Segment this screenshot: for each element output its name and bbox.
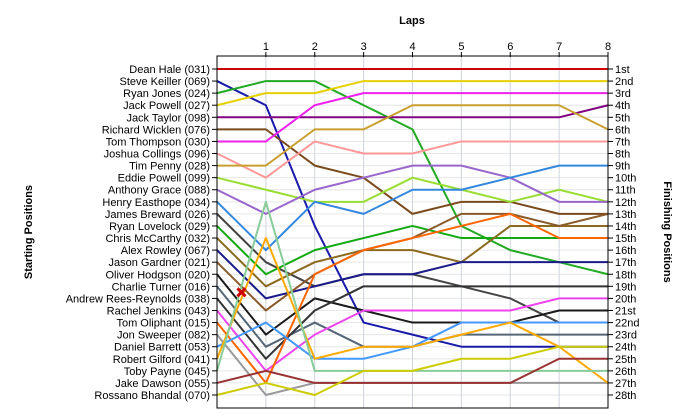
series-lines (216, 68, 609, 396)
start-label: Henry Easthope (034) (102, 197, 210, 209)
lap-tick-label: 8 (605, 41, 611, 53)
finish-label: 2nd (615, 76, 633, 88)
start-label: James Breward (026) (105, 209, 210, 221)
lap-tick-label: 1 (263, 41, 269, 53)
finishing-position-labels: 1st2nd3rd4th5th6th7th8th9th10th11th12th1… (608, 64, 639, 402)
incident-marker-stroke (236, 287, 247, 298)
finish-label: 15th (615, 233, 636, 245)
start-label: Charlie Turner (016) (112, 281, 210, 293)
series-line-8 (216, 140, 608, 179)
series-line-9 (217, 104, 609, 167)
start-label: Daniel Barrett (053) (114, 342, 210, 354)
start-label: Steve Keiller (069) (120, 76, 211, 88)
finish-label: 4th (615, 100, 630, 112)
finish-label: 28th (615, 390, 636, 402)
series-line-20 (216, 285, 608, 360)
finish-label: 9th (615, 161, 630, 173)
start-label: Tom Thompson (030) (106, 136, 210, 148)
start-label: Jason Gardner (021) (109, 257, 211, 269)
finish-label: 14th (615, 221, 636, 233)
series-line-14 (216, 224, 608, 276)
finish-label: 11th (615, 185, 636, 197)
start-label: Jake Dawson (055) (115, 378, 210, 390)
start-label: Eddie Powell (099) (118, 173, 210, 185)
series-line-4 (216, 80, 608, 107)
finish-label: 25th (615, 354, 636, 366)
series-line-16 (216, 249, 608, 300)
finish-label: 5th (615, 112, 630, 124)
start-label: Tim Penny (028) (129, 161, 210, 173)
incident-marker (236, 287, 247, 298)
plot-border (216, 55, 609, 409)
series-line-2 (216, 80, 608, 348)
finish-label: 6th (615, 124, 630, 136)
finish-label: 20th (615, 293, 636, 305)
start-label: Richard Wicklen (076) (102, 124, 210, 136)
finish-label: 1st (615, 64, 630, 76)
finish-label: 21st (615, 305, 636, 317)
finish-label: 23rd (615, 330, 637, 342)
series-line-11 (216, 164, 608, 215)
lap-tick-label: 7 (556, 41, 562, 53)
start-label: Robert Gilford (041) (113, 354, 210, 366)
series-line-28 (216, 345, 608, 396)
tick-labels: 1 2 3 4 5 6 7 8 (263, 41, 611, 57)
start-label: Dean Hale (031) (129, 64, 210, 76)
series-line-22 (216, 212, 608, 384)
start-label: Tom Oliphant (015) (116, 318, 210, 330)
x-axis-title: Laps (399, 15, 425, 27)
finish-label: 17th (615, 257, 636, 269)
series-line-3 (216, 80, 609, 276)
finish-label: 26th (615, 366, 636, 378)
finish-label: 27th (615, 378, 636, 390)
start-label: Jack Powell (027) (123, 100, 210, 112)
finish-label: 10th (615, 173, 636, 185)
finish-label: 16th (615, 245, 636, 257)
lap-tick-label: 2 (312, 41, 318, 53)
lap-tick-label: 5 (458, 41, 464, 53)
finish-label: 3rd (615, 88, 631, 100)
finish-label: 13th (615, 209, 636, 221)
series-line-12 (216, 164, 608, 252)
finish-label: 7th (615, 136, 630, 148)
start-label: Chris McCarthy (032) (105, 233, 210, 245)
finish-label: 19th (615, 281, 636, 293)
start-label: Ryan Lovelock (029) (109, 221, 210, 233)
series-line-7 (217, 92, 608, 143)
right-axis-title: Finishing Positions (661, 181, 673, 282)
start-label: Toby Payne (045) (124, 366, 210, 378)
start-label: Rossano Bhandal (070) (94, 390, 210, 402)
lap-tick-label: 6 (507, 41, 513, 53)
finish-label: 24th (615, 342, 636, 354)
start-label: Jack Taylor (098) (126, 112, 210, 124)
start-label: Alex Rowley (067) (121, 245, 210, 257)
left-axis-title: Starting Positions (23, 185, 35, 279)
lap-tick-label: 4 (409, 41, 415, 53)
series-line-5 (217, 104, 609, 119)
series-line-18 (216, 273, 608, 336)
start-label: Ryan Jones (024) (123, 88, 210, 100)
lap-tick-label: 3 (361, 41, 367, 53)
finish-label: 12th (615, 197, 636, 209)
series-line-6 (217, 128, 608, 215)
start-label: Joshua Collings (096) (104, 149, 210, 161)
finish-label: 18th (615, 269, 636, 281)
starting-position-labels: Dean Hale (031)Steve Keiller (069)Ryan J… (66, 64, 217, 402)
finish-label: 8th (615, 149, 630, 161)
start-label: Andrew Rees-Reynolds (038) (66, 293, 210, 305)
start-label: Rachel Jenkins (043) (107, 305, 210, 317)
finish-label: 22nd (615, 318, 639, 330)
series-line-21 (216, 297, 608, 372)
start-label: Oliver Hodgson (020) (105, 269, 210, 281)
grid (216, 56, 609, 408)
start-label: Anthony Grace (088) (108, 185, 210, 197)
start-label: Jon Sweeper (082) (117, 330, 210, 342)
series-line-27 (216, 357, 608, 384)
series-line-25 (216, 237, 609, 384)
